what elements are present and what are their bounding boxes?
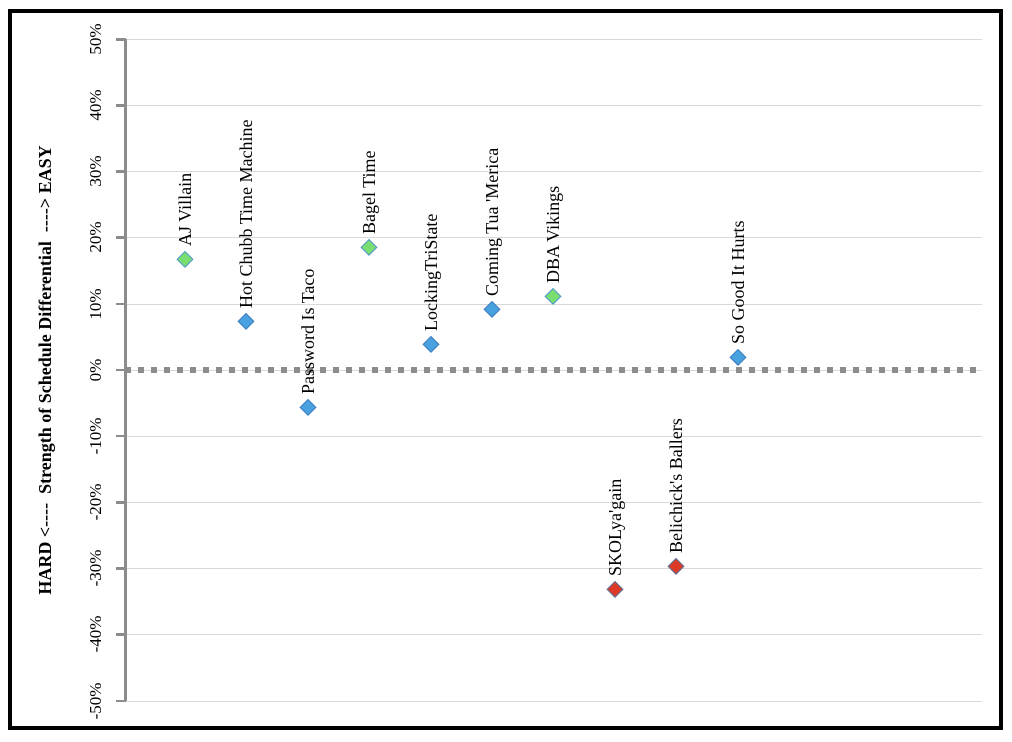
zero-line [125,367,982,373]
data-point-label: Hot Chubb Time Machine [236,119,257,308]
axis-tick--50% [116,699,126,702]
data-point-label: Coming Tua 'Merica [482,147,502,296]
y-tick-label-40%: 40% [86,89,105,121]
y-tick-label--50%: -50% [86,682,105,719]
y-tick-label--30%: -30% [86,549,105,587]
gridline--20% [125,502,982,504]
chart-border-frame [8,9,1003,730]
gridline--10% [125,435,982,437]
gridline-30% [125,171,982,173]
axis-tick-30% [116,170,126,173]
axis-tick-0% [116,368,126,372]
gridline--30% [125,568,982,570]
data-point-label: Password Is Taco [297,268,318,394]
y-tick-label-10%: 10% [86,288,105,320]
y-tick-label-30%: 30% [86,155,105,187]
y-tick-label--40%: -40% [86,615,105,653]
gridline-20% [125,237,982,239]
axis-tick-20% [116,236,126,239]
y-tick-label-50%: 50% [86,23,105,55]
data-point-label: AJ Villain [175,172,195,246]
gridline-10% [125,303,982,305]
data-point-label: LockingTriState [420,213,441,331]
axis-tick--20% [116,501,126,504]
y-axis-title: HARD <---- Strength of Schedule Differen… [35,145,55,595]
data-point-label: So Good It Hurts [727,220,748,345]
axis-tick-50% [116,38,126,41]
axis-tick-10% [116,302,126,306]
gridline-50% [125,39,982,40]
gridline-40% [125,105,982,107]
data-point-label: SKOLya'gain [604,479,625,577]
data-point-label: DBA Vikings [543,185,564,283]
data-point-label: Belichick's Ballers [666,418,687,554]
axis-tick--40% [116,633,126,636]
gridline--40% [125,634,982,636]
axis-tick--10% [116,434,126,438]
y-tick-label-0%: 0% [86,358,105,382]
y-tick-label--20%: -20% [86,483,105,521]
y-tick-label--10%: -10% [86,417,105,455]
data-point-label: Bagel Time [359,150,380,235]
axis-tick--30% [116,567,126,570]
axis-tick-40% [116,104,126,107]
y-tick-label-20%: 20% [86,221,105,254]
gridline--50% [125,700,982,702]
